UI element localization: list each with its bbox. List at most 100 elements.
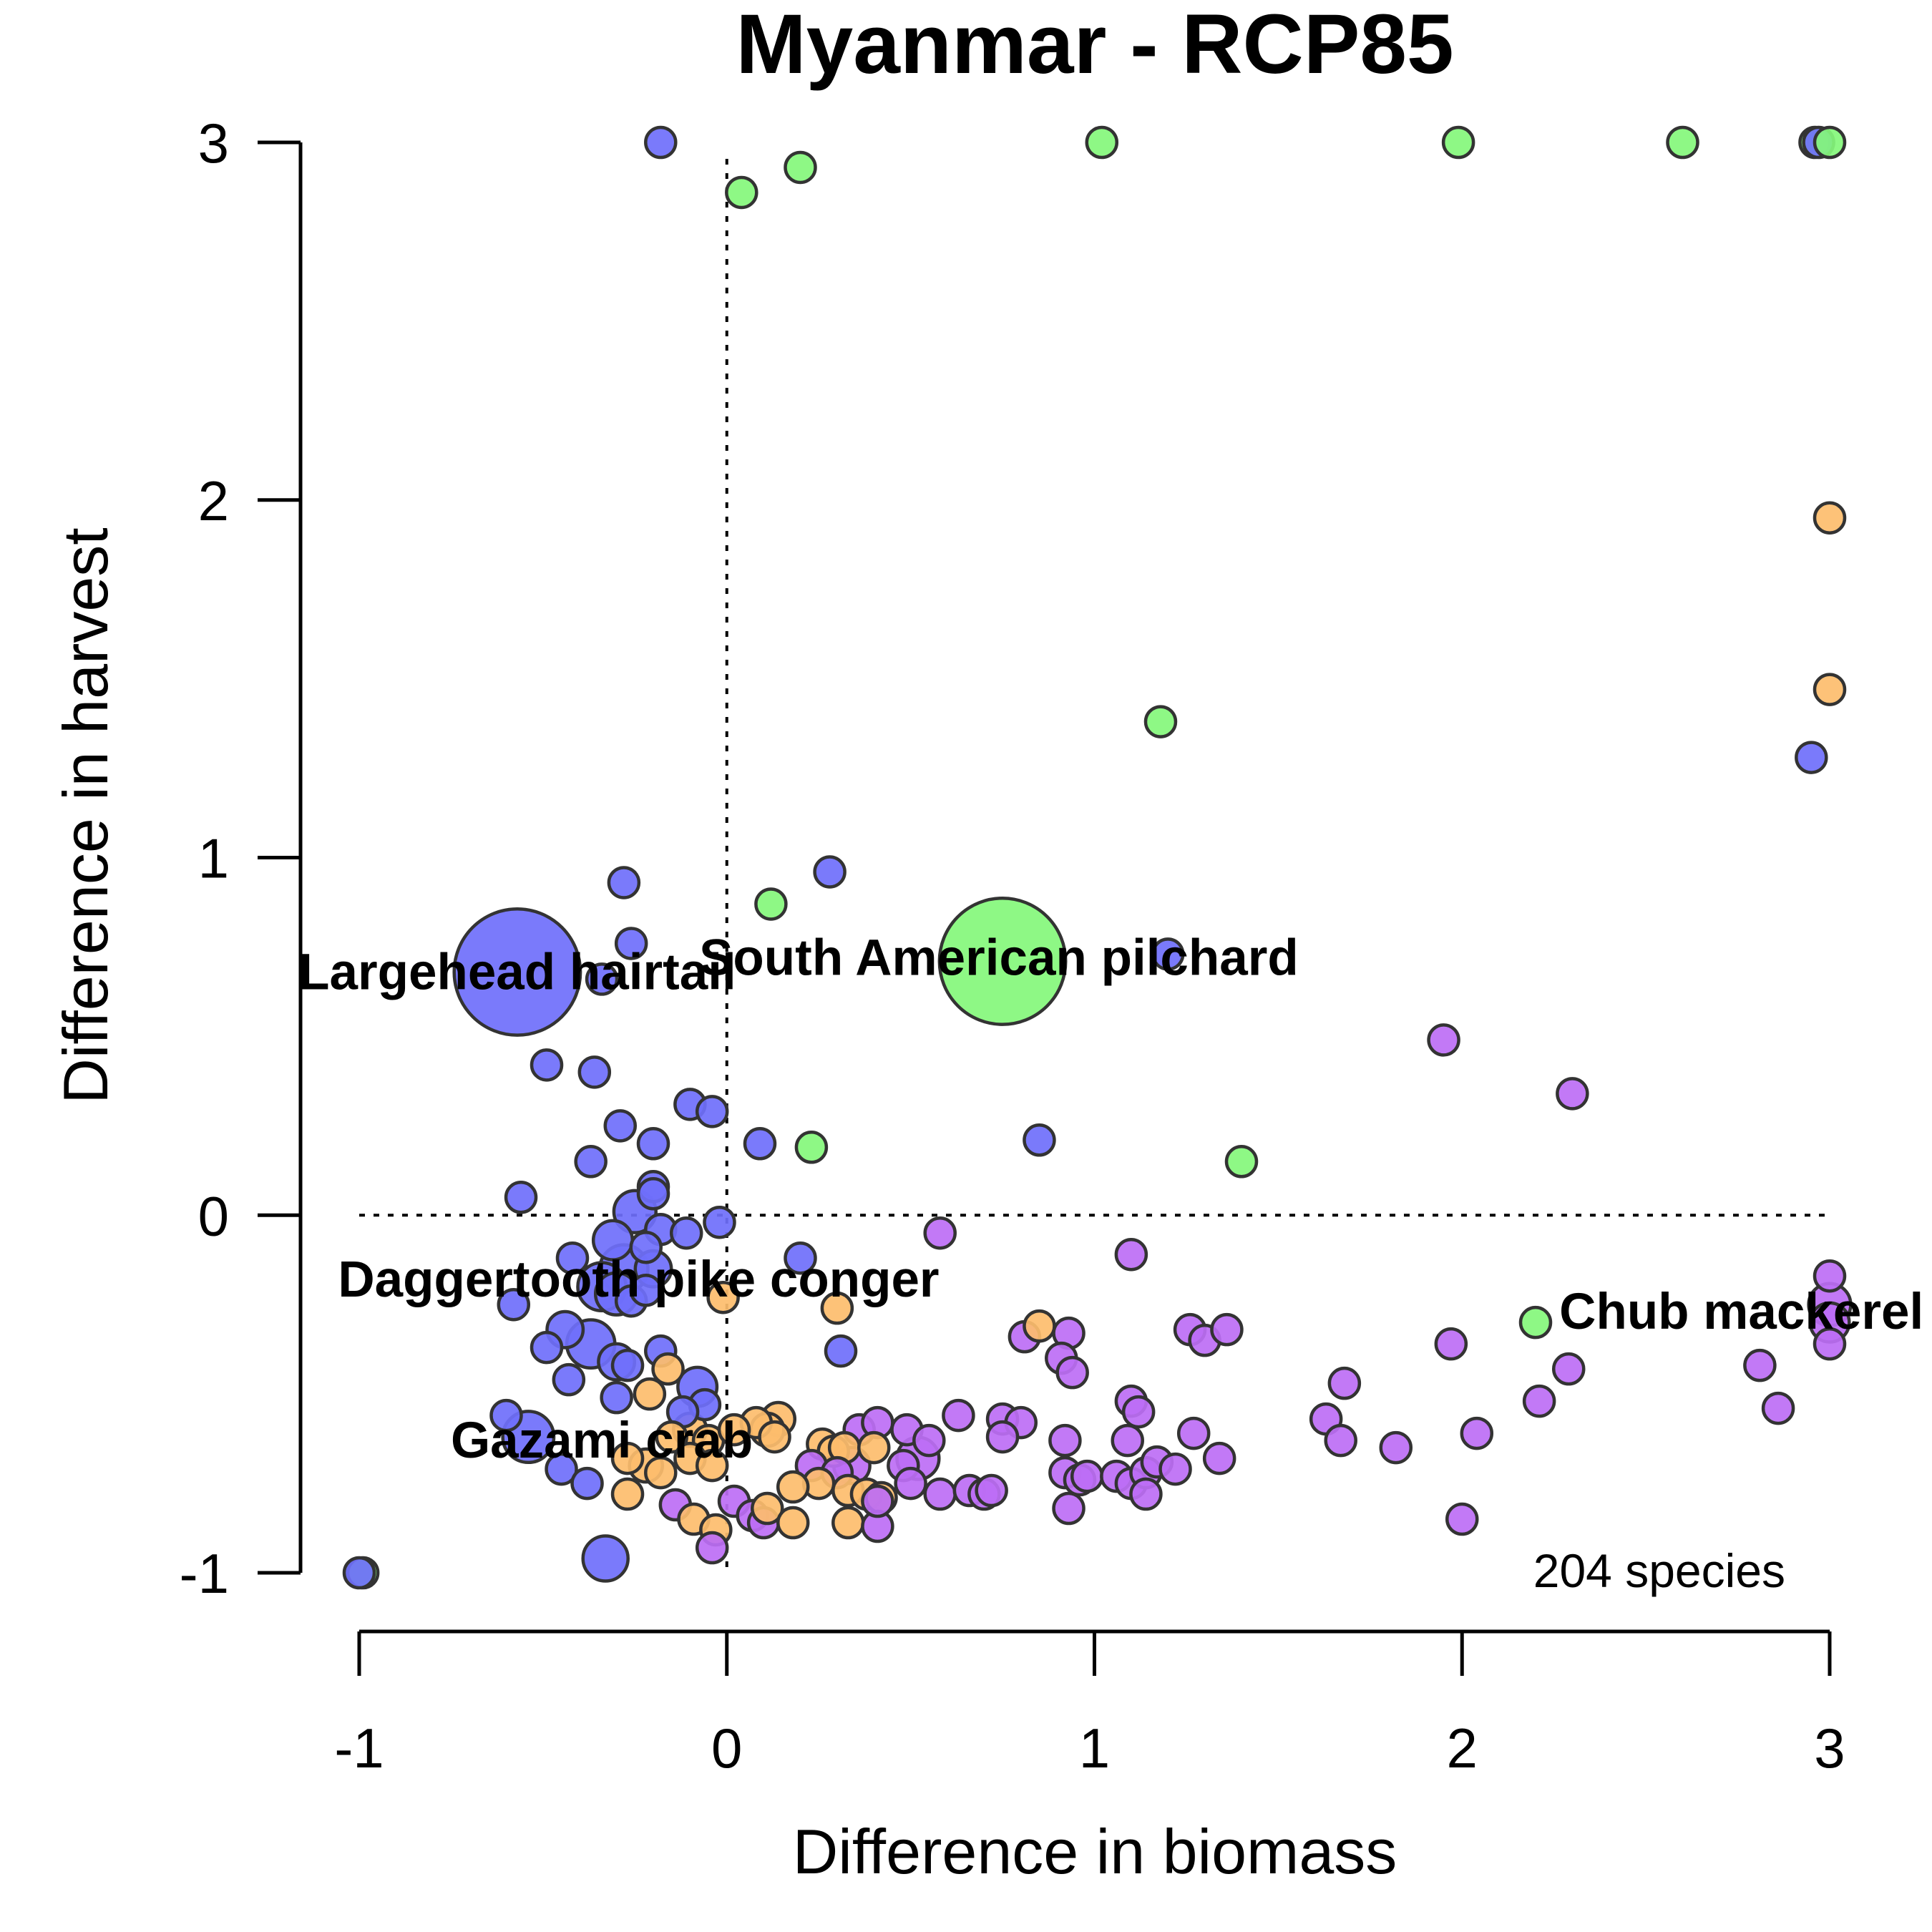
- x-tick-label: 3: [1814, 1717, 1845, 1780]
- data-point: [610, 1348, 645, 1382]
- data-point: [937, 896, 1068, 1026]
- data-point: [570, 1466, 604, 1501]
- data-point: [1427, 1023, 1460, 1057]
- data-point: [703, 1205, 736, 1239]
- x-axis: -1 0 1 2 3: [334, 1629, 1845, 1780]
- data-point: [603, 1109, 638, 1143]
- data-point: [636, 1177, 670, 1211]
- data-point: [706, 1280, 740, 1314]
- data-point: [1518, 1305, 1553, 1340]
- data-point: [1176, 1416, 1211, 1450]
- data-point: [923, 1216, 957, 1250]
- data-point: [614, 927, 648, 960]
- data-point: [1379, 1430, 1413, 1465]
- data-point: [1460, 1416, 1494, 1450]
- data-point: [1143, 705, 1178, 738]
- data-point: [717, 1413, 751, 1447]
- data-point: [1023, 1309, 1056, 1343]
- data-point: [985, 1420, 1020, 1454]
- data-point: [581, 1534, 630, 1583]
- y-axis-label: Difference in harvest: [50, 527, 121, 1103]
- data-point: [1813, 501, 1847, 535]
- data-point: [751, 1491, 784, 1526]
- y-tick-label: 0: [198, 1184, 229, 1247]
- data-point: [644, 125, 678, 160]
- data-point: [1813, 125, 1847, 160]
- data-point: [813, 855, 847, 889]
- data-point: [1070, 1459, 1104, 1493]
- data-point: [1151, 937, 1185, 971]
- x-tick-label: -1: [334, 1717, 384, 1780]
- data-point: [1743, 1348, 1777, 1382]
- data-point: [1795, 741, 1828, 774]
- data-point: [1023, 1123, 1056, 1157]
- data-point: [1324, 1423, 1357, 1458]
- data-point: [530, 1330, 564, 1365]
- data-point: [1085, 125, 1119, 160]
- data-point: [633, 1377, 667, 1411]
- data-point: [1441, 125, 1475, 160]
- data-point: [1434, 1327, 1468, 1361]
- data-point: [644, 1455, 678, 1490]
- data-point: [695, 1095, 729, 1128]
- x-tick-label: 0: [711, 1717, 742, 1780]
- data-point: [530, 1048, 564, 1082]
- data-point: [1522, 1384, 1556, 1418]
- data-point: [577, 1055, 612, 1089]
- data-point: [912, 1423, 946, 1458]
- data-point: [1129, 1477, 1163, 1511]
- data-point: [975, 1473, 1008, 1508]
- data-point: [342, 1556, 376, 1590]
- data-point: [923, 1477, 957, 1511]
- data-point: [1445, 1502, 1479, 1536]
- species-annotation: Chub mackerel: [1559, 1284, 1923, 1340]
- data-point: [1556, 1077, 1589, 1111]
- data-point: [610, 1441, 645, 1475]
- data-point: [743, 1127, 777, 1161]
- data-point: [452, 907, 582, 1037]
- data-point: [600, 1380, 633, 1415]
- data-point: [725, 175, 758, 210]
- data-point: [497, 1287, 531, 1322]
- x-tick-label: 2: [1447, 1717, 1478, 1780]
- data-point: [857, 1430, 891, 1465]
- data-point: [651, 1352, 685, 1386]
- data-point: [1813, 1327, 1847, 1361]
- data-point: [1813, 673, 1847, 706]
- data-point: [555, 1241, 590, 1275]
- data-point: [607, 866, 641, 899]
- data-point: [545, 1452, 578, 1486]
- data-point: [754, 887, 788, 921]
- data-point: [655, 1420, 688, 1454]
- species-annotation: Largehead hairtail: [298, 944, 736, 1000]
- data-point: [1111, 1423, 1144, 1458]
- data-point: [861, 1484, 894, 1518]
- data-points: [342, 125, 1853, 1590]
- y-tick-label: 2: [198, 469, 229, 532]
- data-point: [489, 1398, 523, 1433]
- species-annotation: South American pilchard: [699, 930, 1299, 986]
- data-point: [784, 150, 817, 185]
- data-point: [636, 1127, 670, 1161]
- data-point: [758, 1420, 791, 1454]
- data-point: [610, 1477, 645, 1511]
- y-axis: -1 0 1 2 3: [180, 112, 303, 1605]
- data-point: [1327, 1366, 1362, 1400]
- data-point: [1055, 1355, 1089, 1390]
- data-point: [1158, 1452, 1192, 1486]
- x-axis-label: Difference in biomass: [793, 1816, 1397, 1887]
- reference-lines: [359, 159, 1830, 1573]
- y-tick-label: -1: [180, 1542, 229, 1605]
- species-annotation: Gazami crab: [451, 1413, 753, 1469]
- data-point: [794, 1131, 829, 1164]
- data-point: [894, 1466, 927, 1501]
- data-point: [1202, 1441, 1236, 1475]
- data-point: [504, 1181, 538, 1214]
- species-annotation: Daggertooth pike conger: [338, 1252, 939, 1308]
- data-point: [1551, 1352, 1586, 1386]
- species-count-note: 204 species: [1533, 1544, 1785, 1597]
- data-point: [1052, 1491, 1085, 1526]
- data-point: [574, 1145, 608, 1179]
